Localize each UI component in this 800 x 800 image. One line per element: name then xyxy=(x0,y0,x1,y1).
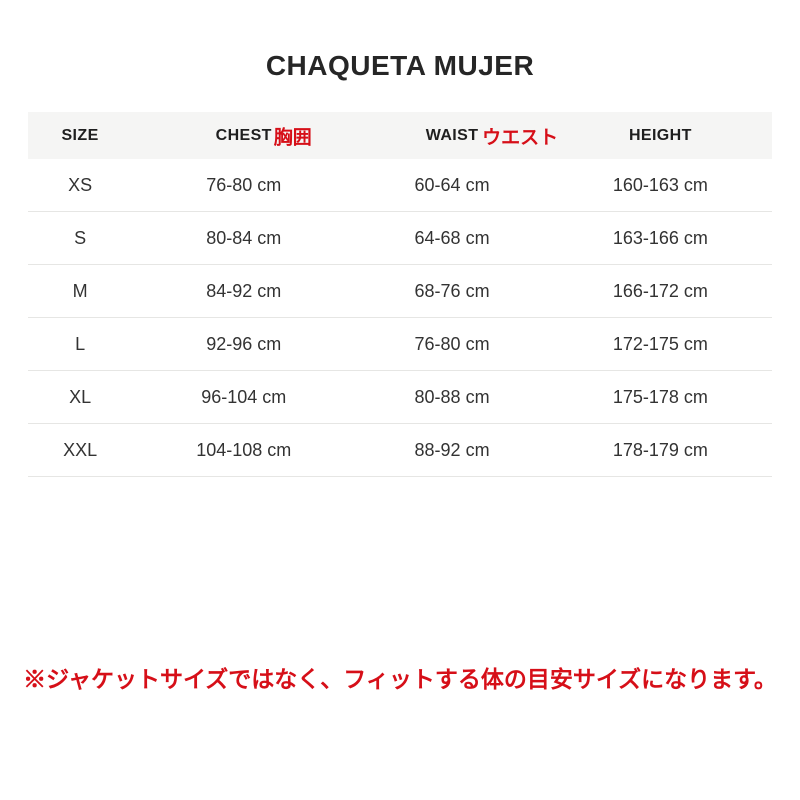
size-cell: M xyxy=(72,280,88,301)
height-cell: 172-175 cm xyxy=(612,333,708,354)
waist-cell: 60-64 cm xyxy=(414,174,490,195)
column-header-chest: CHEST 胸囲 xyxy=(132,126,355,149)
height-cell: 178-179 cm xyxy=(612,439,708,460)
waist-cell: 80-88 cm xyxy=(414,386,490,407)
height-cell: 166-172 cm xyxy=(612,280,708,301)
fit-disclaimer-note: ※ジャケットサイズではなく、フィットする体の目安サイズになります。 xyxy=(23,666,777,692)
height-cell: 160-163 cm xyxy=(612,174,708,195)
chest-cell: 92-96 cm xyxy=(206,333,282,354)
column-header-waist-jp: ウエスト xyxy=(482,127,559,148)
column-header-chest-en: CHEST xyxy=(215,126,272,144)
column-header-waist-en: WAIST xyxy=(425,126,479,144)
page-title: CHAQUETA MUJER xyxy=(265,50,535,81)
table-row: XL 96-104 cm 80-88 cm 175-178 cm xyxy=(28,371,772,424)
chest-cell: 96-104 cm xyxy=(201,386,287,407)
size-cell: L xyxy=(75,333,86,354)
table-row: S 80-84 cm 64-68 cm 163-166 cm xyxy=(28,212,772,265)
waist-cell: 76-80 cm xyxy=(414,333,490,354)
size-table: SIZE CHEST 胸囲 WAIST ウエスト HEIGHT XS 76-80 c… xyxy=(28,112,772,477)
column-header-waist: WAIST ウエスト xyxy=(355,126,558,149)
table-row: XXL 104-108 cm 88-92 cm 178-179 cm xyxy=(28,424,772,477)
chest-cell: 80-84 cm xyxy=(206,227,282,248)
table-row: L 92-96 cm 76-80 cm 172-175 cm xyxy=(28,318,772,371)
chest-cell: 104-108 cm xyxy=(196,439,292,460)
table-header-row: SIZE CHEST 胸囲 WAIST ウエスト HEIGHT xyxy=(28,112,772,159)
table-row: M 84-92 cm 68-76 cm 166-172 cm xyxy=(28,265,772,318)
table-row: XS 76-80 cm 60-64 cm 160-163 cm xyxy=(28,159,772,212)
size-cell: XXL xyxy=(63,439,98,460)
column-header-chest-jp: 胸囲 xyxy=(273,127,312,148)
waist-cell: 64-68 cm xyxy=(414,227,490,248)
size-cell: XS xyxy=(68,174,93,195)
chest-cell: 84-92 cm xyxy=(206,280,282,301)
waist-cell: 88-92 cm xyxy=(414,439,490,460)
height-cell: 175-178 cm xyxy=(612,386,708,407)
column-header-size: SIZE xyxy=(61,126,99,144)
waist-cell: 68-76 cm xyxy=(414,280,490,301)
size-cell: XL xyxy=(69,386,92,407)
size-cell: S xyxy=(74,227,87,248)
column-header-height: HEIGHT xyxy=(628,126,692,144)
height-cell: 163-166 cm xyxy=(612,227,708,248)
chest-cell: 76-80 cm xyxy=(206,174,282,195)
